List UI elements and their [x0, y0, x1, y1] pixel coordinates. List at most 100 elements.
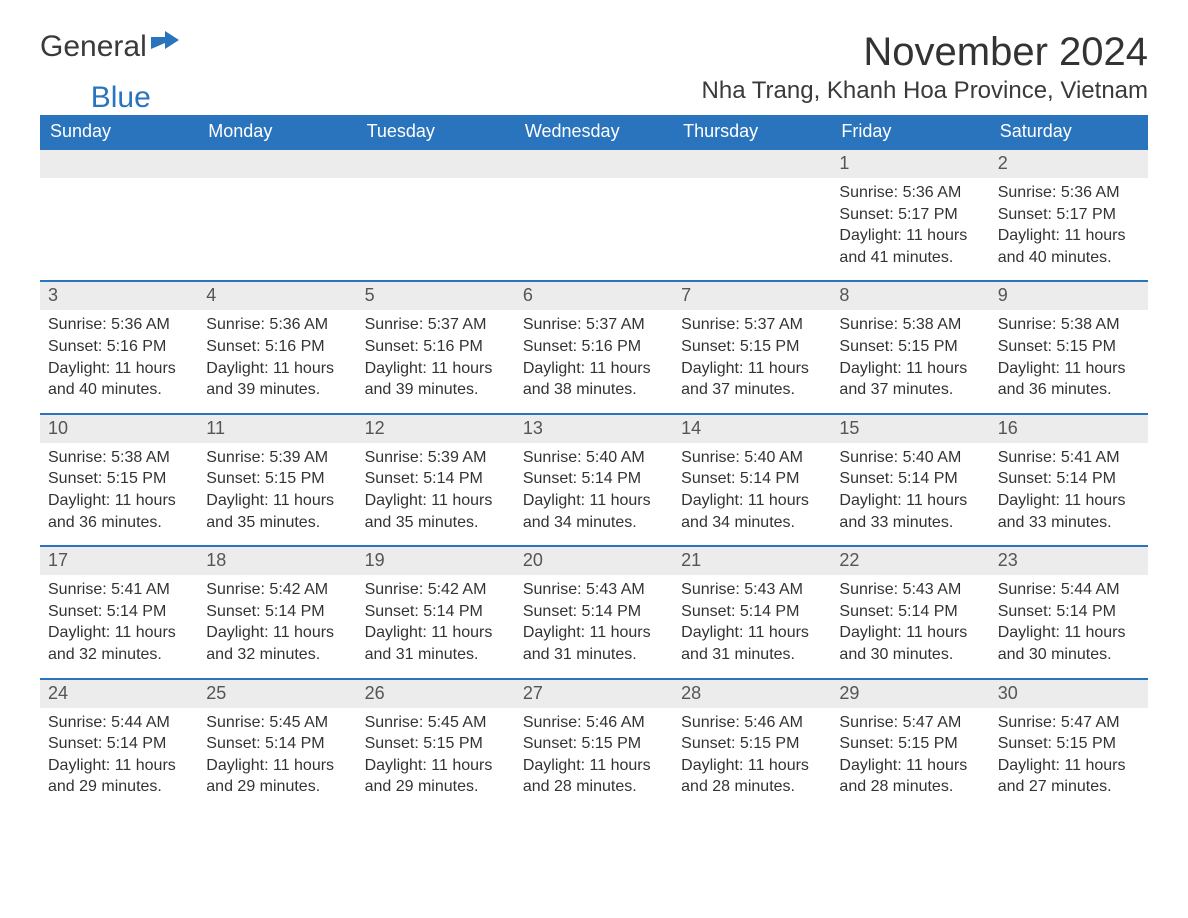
day-cell: 2Sunrise: 5:36 AMSunset: 5:17 PMDaylight… — [990, 150, 1148, 280]
daylight1-text: Daylight: 11 hours — [998, 490, 1140, 512]
day-info: Sunrise: 5:38 AMSunset: 5:15 PMDaylight:… — [831, 310, 989, 400]
daylight2-text: and 29 minutes. — [48, 776, 190, 798]
day-number: 23 — [990, 547, 1148, 575]
sunrise-text: Sunrise: 5:39 AM — [365, 447, 507, 469]
day-number: 20 — [515, 547, 673, 575]
dayheader-saturday: Saturday — [990, 115, 1148, 150]
sunset-text: Sunset: 5:14 PM — [523, 468, 665, 490]
day-cell — [357, 150, 515, 280]
daylight2-text: and 31 minutes. — [523, 644, 665, 666]
day-cell: 9Sunrise: 5:38 AMSunset: 5:15 PMDaylight… — [990, 282, 1148, 412]
day-info: Sunrise: 5:45 AMSunset: 5:15 PMDaylight:… — [357, 708, 515, 798]
day-cell: 1Sunrise: 5:36 AMSunset: 5:17 PMDaylight… — [831, 150, 989, 280]
sunset-text: Sunset: 5:15 PM — [681, 733, 823, 755]
daylight2-text: and 28 minutes. — [523, 776, 665, 798]
day-info: Sunrise: 5:41 AMSunset: 5:14 PMDaylight:… — [40, 575, 198, 665]
day-cell: 27Sunrise: 5:46 AMSunset: 5:15 PMDayligh… — [515, 680, 673, 810]
sunset-text: Sunset: 5:15 PM — [681, 336, 823, 358]
day-info: Sunrise: 5:42 AMSunset: 5:14 PMDaylight:… — [357, 575, 515, 665]
week-row: 1Sunrise: 5:36 AMSunset: 5:17 PMDaylight… — [40, 150, 1148, 280]
day-number: 4 — [198, 282, 356, 310]
dayheader-sunday: Sunday — [40, 115, 198, 150]
week-row: 10Sunrise: 5:38 AMSunset: 5:15 PMDayligh… — [40, 413, 1148, 545]
day-info: Sunrise: 5:43 AMSunset: 5:14 PMDaylight:… — [515, 575, 673, 665]
day-cell: 5Sunrise: 5:37 AMSunset: 5:16 PMDaylight… — [357, 282, 515, 412]
day-info: Sunrise: 5:39 AMSunset: 5:15 PMDaylight:… — [198, 443, 356, 533]
dayheader-monday: Monday — [198, 115, 356, 150]
daylight2-text: and 32 minutes. — [48, 644, 190, 666]
sunrise-text: Sunrise: 5:40 AM — [523, 447, 665, 469]
day-number — [40, 150, 198, 178]
sunrise-text: Sunrise: 5:37 AM — [365, 314, 507, 336]
day-cell — [40, 150, 198, 280]
sunset-text: Sunset: 5:15 PM — [998, 733, 1140, 755]
day-number: 25 — [198, 680, 356, 708]
daylight1-text: Daylight: 11 hours — [523, 490, 665, 512]
day-number: 27 — [515, 680, 673, 708]
daylight1-text: Daylight: 11 hours — [998, 755, 1140, 777]
daylight1-text: Daylight: 11 hours — [998, 358, 1140, 380]
sunrise-text: Sunrise: 5:38 AM — [839, 314, 981, 336]
daylight2-text: and 41 minutes. — [839, 247, 981, 269]
day-number: 15 — [831, 415, 989, 443]
daylight2-text: and 37 minutes. — [681, 379, 823, 401]
weeks-container: 1Sunrise: 5:36 AMSunset: 5:17 PMDaylight… — [40, 150, 1148, 810]
daylight1-text: Daylight: 11 hours — [681, 490, 823, 512]
sunset-text: Sunset: 5:14 PM — [681, 468, 823, 490]
day-info: Sunrise: 5:41 AMSunset: 5:14 PMDaylight:… — [990, 443, 1148, 533]
daylight1-text: Daylight: 11 hours — [681, 755, 823, 777]
sunset-text: Sunset: 5:14 PM — [839, 601, 981, 623]
day-info: Sunrise: 5:37 AMSunset: 5:16 PMDaylight:… — [357, 310, 515, 400]
daylight2-text: and 31 minutes. — [681, 644, 823, 666]
daylight2-text: and 38 minutes. — [523, 379, 665, 401]
day-number: 2 — [990, 150, 1148, 178]
daylight2-text: and 29 minutes. — [365, 776, 507, 798]
day-info: Sunrise: 5:38 AMSunset: 5:15 PMDaylight:… — [990, 310, 1148, 400]
daylight2-text: and 40 minutes. — [998, 247, 1140, 269]
location-text: Nha Trang, Khanh Hoa Province, Vietnam — [702, 77, 1148, 105]
week-row: 17Sunrise: 5:41 AMSunset: 5:14 PMDayligh… — [40, 545, 1148, 677]
sunset-text: Sunset: 5:15 PM — [365, 733, 507, 755]
daylight1-text: Daylight: 11 hours — [998, 622, 1140, 644]
daylight2-text: and 28 minutes. — [681, 776, 823, 798]
daylight1-text: Daylight: 11 hours — [365, 622, 507, 644]
sunset-text: Sunset: 5:14 PM — [206, 601, 348, 623]
day-number: 7 — [673, 282, 831, 310]
day-number — [357, 150, 515, 178]
day-info: Sunrise: 5:44 AMSunset: 5:14 PMDaylight:… — [990, 575, 1148, 665]
sunset-text: Sunset: 5:15 PM — [998, 336, 1140, 358]
daylight2-text: and 30 minutes. — [839, 644, 981, 666]
daylight1-text: Daylight: 11 hours — [48, 755, 190, 777]
day-cell: 15Sunrise: 5:40 AMSunset: 5:14 PMDayligh… — [831, 415, 989, 545]
sunset-text: Sunset: 5:15 PM — [523, 733, 665, 755]
daylight1-text: Daylight: 11 hours — [206, 358, 348, 380]
calendar: Sunday Monday Tuesday Wednesday Thursday… — [40, 115, 1148, 810]
sunset-text: Sunset: 5:17 PM — [839, 204, 981, 226]
daylight1-text: Daylight: 11 hours — [523, 622, 665, 644]
sunrise-text: Sunrise: 5:37 AM — [681, 314, 823, 336]
logo-text-1: General — [40, 30, 147, 64]
sunrise-text: Sunrise: 5:47 AM — [998, 712, 1140, 734]
sunrise-text: Sunrise: 5:46 AM — [681, 712, 823, 734]
sunrise-text: Sunrise: 5:36 AM — [839, 182, 981, 204]
header: General November 2024 — [40, 30, 1148, 75]
day-info: Sunrise: 5:43 AMSunset: 5:14 PMDaylight:… — [831, 575, 989, 665]
day-info: Sunrise: 5:38 AMSunset: 5:15 PMDaylight:… — [40, 443, 198, 533]
sunrise-text: Sunrise: 5:36 AM — [998, 182, 1140, 204]
day-number: 24 — [40, 680, 198, 708]
week-row: 3Sunrise: 5:36 AMSunset: 5:16 PMDaylight… — [40, 280, 1148, 412]
daylight2-text: and 36 minutes. — [48, 512, 190, 534]
day-number: 28 — [673, 680, 831, 708]
day-cell: 25Sunrise: 5:45 AMSunset: 5:14 PMDayligh… — [198, 680, 356, 810]
day-cell: 28 Sunrise: 5:46 AMSunset: 5:15 PMDayligh… — [673, 680, 831, 810]
sunrise-text: Sunrise: 5:43 AM — [839, 579, 981, 601]
day-cell — [515, 150, 673, 280]
day-number: 14 — [673, 415, 831, 443]
day-cell: 21Sunrise: 5:43 AMSunset: 5:14 PMDayligh… — [673, 547, 831, 677]
sunrise-text: Sunrise: 5:37 AM — [523, 314, 665, 336]
sunrise-text: Sunrise: 5:40 AM — [839, 447, 981, 469]
sunset-text: Sunset: 5:15 PM — [206, 468, 348, 490]
sunrise-text: Sunrise: 5:38 AM — [48, 447, 190, 469]
daylight1-text: Daylight: 11 hours — [523, 755, 665, 777]
day-info: Sunrise: 5:47 AMSunset: 5:15 PMDaylight:… — [990, 708, 1148, 798]
